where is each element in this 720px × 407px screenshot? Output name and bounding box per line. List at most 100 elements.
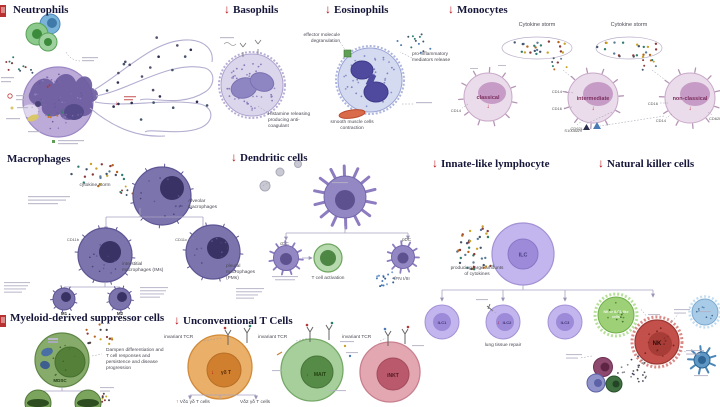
granule-icon	[343, 49, 352, 58]
down-arrow-icon: ↓	[598, 156, 604, 170]
ilc3-label: ILC3	[561, 320, 570, 325]
lung-tissue-repair-label: lung tissue repair	[484, 343, 522, 348]
nk-ilc1-like-label: NK or ILC1-like	[603, 310, 628, 314]
section-title-unconventional-t: ↓ Unconventional T Cells	[174, 313, 293, 327]
dendritic-illustration: cDC pDC	[259, 160, 420, 288]
mait-label: MAIT	[314, 372, 326, 378]
pdc-label: pDC	[402, 237, 412, 242]
t-cell-activation-label: T cell activation	[311, 276, 345, 281]
mdsc-illustration: MDSC	[0, 315, 114, 407]
cd62l-label: CD62L	[571, 126, 584, 131]
ige-receptor-icon	[254, 39, 262, 54]
svg-text:cells: cells	[612, 315, 620, 319]
tcr-receptor-icon	[243, 327, 251, 343]
interstitial-macrophage: CD11b	[67, 225, 136, 285]
mait-cell: ↓ MAIT	[272, 321, 358, 402]
down-arrow-icon: ↓	[115, 101, 118, 107]
tcr-receptor-icon	[384, 330, 392, 346]
non-classical-monocyte: non-classical ↓ CD16 CD14 CD62L	[648, 67, 720, 129]
section-title-neutrophils: Neutrophils	[13, 4, 69, 16]
mac-cytokine-storm-label: cytokine storm	[79, 183, 111, 188]
section-title-innate-lymphocyte: ↓ Innate-like lymphocyte	[432, 156, 550, 170]
non-classical-label: non-classical	[673, 96, 708, 102]
section-title-basophils: ↓ Basophils	[224, 2, 279, 16]
m2-label: M2	[117, 311, 124, 316]
ilc-illustration: ILC ILC1 ↓ ILC2 ILC3	[424, 222, 655, 340]
down-arrow-icon: ↓	[325, 2, 331, 16]
inkt-cell: iNKT	[359, 325, 424, 403]
down-arrow-icon: ↓	[448, 2, 454, 16]
ilc-producing-note: producing large amounts of cytokines	[450, 266, 504, 277]
tcr-receptor-icon	[306, 326, 314, 342]
intermediate-label: intermediate	[577, 96, 610, 102]
smooth-muscle-icon	[338, 109, 366, 119]
s100-alarmin: S100A8/9	[564, 111, 665, 133]
eosinophil-illustration	[335, 33, 432, 119]
neutrophil-like-blue-cell	[688, 295, 720, 329]
down-arrow-icon: ↓	[497, 320, 500, 326]
classical-monocyte: classical ↓ CD14	[451, 65, 518, 127]
small-lymphoid-cells	[586, 357, 623, 393]
down-arrow-icon: ↓	[174, 313, 180, 327]
gamma-delta-t-cell: ↓ γδ T	[187, 324, 253, 400]
pleural-macrophage-label: pleural macrophages (PMs)	[226, 264, 256, 281]
cd11b-label: CD11b	[67, 237, 80, 242]
m-mdsc-cell	[24, 389, 52, 407]
nk-illustration: NK or ILC1-like cells NK	[566, 292, 720, 393]
invariant-tcr-label: invariant TCR	[258, 335, 288, 340]
down-arrow-icon: ↓	[689, 106, 692, 112]
ilc-label: ILC	[519, 253, 528, 259]
alveolar-macrophage-label: Alveolar macrophages	[188, 199, 218, 210]
basophil-note: Histamine releasing producing anti-coagu…	[268, 112, 311, 129]
s100-label: S100A8/9	[564, 128, 582, 133]
pmn-mdsc-cell	[74, 389, 102, 407]
inkt-label: iNKT	[387, 373, 399, 379]
ilc1-label: ILC1	[438, 320, 447, 325]
tcr-receptor-icon	[401, 328, 409, 344]
eosinophil-mediators-note: pro-inflammatory mediators release	[412, 52, 451, 63]
intermediate-monocyte: intermediate ↓ CD14 CD16 CD62L	[552, 67, 625, 131]
vd1-label: ↑ Vδ1 γδ T cells	[176, 400, 210, 405]
m1-label: M1	[61, 311, 68, 316]
ilc-cell: ILC	[491, 222, 555, 286]
vd2-label: Vδ2 γδ T cells	[240, 400, 271, 405]
bilobed-nucleus	[350, 60, 374, 80]
basophil-illustration	[218, 37, 286, 119]
ifn-label: IFN I/III	[394, 277, 410, 282]
macrophages-illustration: CD11b CD11c M1 M2	[4, 162, 264, 316]
nk-cell: NK	[630, 315, 684, 369]
tcr-receptor-icon	[325, 324, 333, 340]
cd62l-label: CD62L	[709, 116, 720, 121]
eosinophil-degranulation-note: effector molecule degranulation	[303, 33, 340, 44]
t-cell	[313, 243, 343, 273]
nk-label: NK	[653, 341, 662, 347]
cytokine-storm-label: Cytokine storm	[518, 22, 556, 28]
pleural-macrophage: CD11c	[175, 222, 244, 282]
pdc-cell	[375, 240, 420, 288]
section-title-macrophages: Macrophages	[7, 153, 71, 165]
cdc-cell	[268, 240, 304, 281]
down-arrow-icon: ↓	[487, 104, 490, 110]
neutrophil-cell	[21, 66, 98, 138]
neutrophil-extracellular-traps	[89, 39, 214, 137]
monocytes-illustration: classical ↓ CD14 intermediate ↓ CD14 CD1…	[451, 36, 720, 133]
ilc2-cell: ↓ ILC2	[476, 299, 521, 340]
section-title-eosinophils: ↓ Eosinophils	[325, 2, 389, 16]
alveolar-macrophage	[130, 163, 194, 229]
ilc3-cell: ILC3	[547, 304, 583, 340]
down-arrow-icon: ↓	[432, 156, 438, 170]
ilc1-cell: ILC1	[424, 304, 460, 340]
cd11c-label: CD11c	[175, 237, 187, 242]
down-arrow-icon: ↓	[211, 370, 214, 376]
gdt-label: γδ T	[221, 370, 231, 376]
down-arrow-icon: ↓	[592, 106, 595, 112]
tcr-receptor-icon	[224, 329, 232, 345]
cd14-label: CD14	[552, 89, 563, 94]
interstitial-macrophage-label: interstitial macrophages (IMs)	[122, 262, 164, 273]
nk-ilc1-like-cell: NK or ILC1-like cells	[593, 292, 639, 338]
invariant-tcr-label: invariant TCR	[164, 335, 194, 340]
section-title-nk: ↓ Natural killer cells	[598, 156, 695, 170]
eosinophil-muscle-note: smooth muscle cells contraction	[330, 120, 374, 131]
